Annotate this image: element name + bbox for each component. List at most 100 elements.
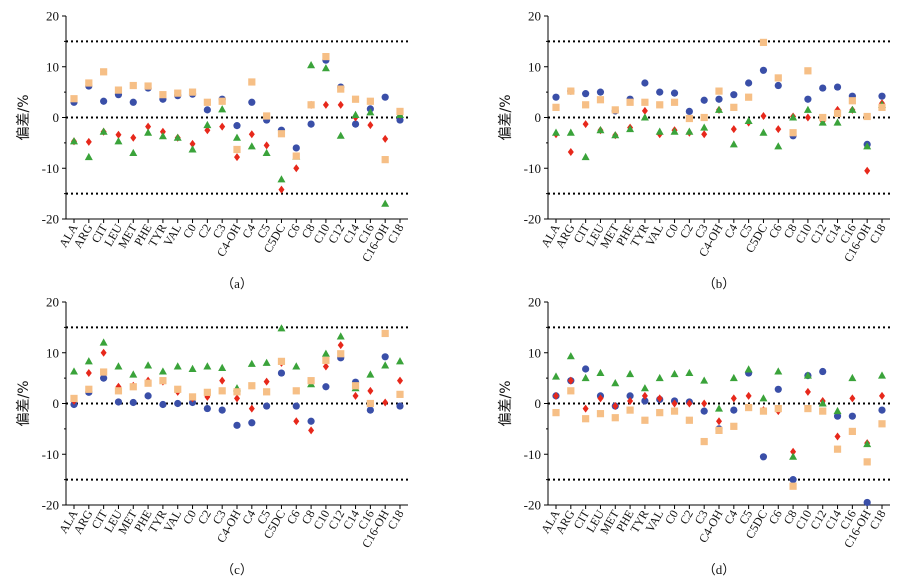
data-point-series-2 — [656, 394, 663, 403]
data-point-series-3 — [759, 394, 768, 402]
data-point-series-4 — [159, 91, 167, 99]
data-point-series-3 — [552, 372, 560, 380]
data-point-series-1 — [670, 89, 679, 97]
data-point-series-1 — [203, 404, 211, 413]
data-point-series-3 — [203, 120, 212, 129]
data-point-series-4 — [129, 383, 137, 391]
data-point-series-4 — [567, 87, 575, 95]
y-tick-label: -20 — [524, 212, 541, 227]
data-point-series-4 — [381, 329, 389, 338]
data-point-series-1 — [730, 91, 738, 99]
data-point-series-4 — [715, 87, 723, 95]
data-point-series-1 — [700, 407, 708, 415]
data-point-series-3 — [277, 324, 286, 332]
data-point-series-1 — [174, 399, 182, 408]
data-point-series-4 — [114, 86, 123, 94]
panel-caption: （a） — [221, 276, 253, 291]
data-point-series-3 — [670, 369, 679, 378]
chart-panel-b: -20-1001020偏差/%ALAARGCITLEUMETPHETYRVALC… — [498, 9, 890, 291]
data-point-series-4 — [218, 387, 226, 395]
data-point-series-3 — [144, 128, 153, 136]
data-point-series-3 — [552, 128, 560, 136]
data-point-series-2 — [337, 341, 344, 350]
x-tick-label: C4 — [721, 222, 740, 241]
data-point-series-4 — [174, 89, 182, 97]
y-tick-label: -10 — [524, 447, 541, 462]
data-point-series-2 — [701, 130, 708, 139]
data-point-series-2 — [760, 111, 767, 120]
data-point-series-1 — [863, 498, 871, 507]
data-point-series-3 — [351, 110, 360, 118]
data-point-series-1 — [626, 392, 634, 400]
data-point-series-2 — [159, 127, 166, 136]
data-point-series-3 — [99, 338, 108, 346]
data-point-series-4 — [848, 97, 856, 105]
x-tick-label: C8 — [781, 222, 800, 241]
y-tick-label: 0 — [535, 396, 542, 411]
x-tick-label: C2 — [677, 508, 696, 527]
data-point-series-1 — [292, 144, 300, 152]
data-point-series-3 — [218, 105, 227, 113]
data-point-series-4 — [233, 388, 241, 396]
data-point-series-2 — [582, 120, 589, 129]
y-axis-label: 偏差/% — [16, 94, 32, 140]
data-point-series-1 — [307, 120, 315, 128]
data-point-series-2 — [189, 139, 196, 148]
panel-caption: （c） — [221, 562, 253, 577]
data-point-series-2 — [641, 106, 648, 115]
data-point-series-3 — [158, 367, 167, 375]
data-point-series-3 — [307, 61, 316, 69]
data-point-series-2 — [293, 417, 300, 426]
data-point-series-3 — [685, 127, 694, 135]
data-point-series-3 — [878, 371, 886, 379]
data-point-series-4 — [774, 74, 782, 82]
data-point-series-4 — [833, 445, 842, 453]
data-point-series-4 — [656, 409, 664, 417]
x-tick-label: C8 — [781, 508, 800, 527]
data-point-series-3 — [321, 349, 330, 357]
data-point-series-4 — [670, 407, 679, 415]
data-point-series-4 — [656, 101, 664, 109]
data-point-series-4 — [611, 414, 619, 422]
data-point-series-2 — [308, 426, 315, 435]
data-point-series-3 — [566, 128, 575, 136]
data-point-series-1 — [263, 402, 271, 410]
data-point-series-3 — [848, 373, 857, 382]
data-point-series-4 — [337, 85, 345, 93]
data-point-series-3 — [700, 376, 709, 384]
data-point-series-2 — [382, 398, 389, 407]
data-point-series-1 — [351, 120, 360, 128]
data-point-series-4 — [700, 113, 708, 122]
data-point-series-3 — [611, 379, 620, 387]
x-tick-label: C5 — [254, 508, 273, 527]
data-point-series-3 — [581, 373, 590, 382]
data-point-series-4 — [248, 382, 256, 390]
data-point-series-4 — [596, 96, 605, 104]
data-point-series-3 — [262, 358, 271, 366]
data-point-series-1 — [819, 367, 827, 376]
data-point-series-3 — [114, 137, 123, 145]
data-point-series-1 — [366, 406, 374, 414]
data-point-series-2 — [790, 447, 797, 456]
x-tick-label: C4 — [239, 222, 258, 241]
y-axis-label: 偏差/% — [16, 380, 32, 426]
data-point-series-3 — [218, 363, 227, 371]
data-point-series-2 — [337, 100, 344, 109]
data-point-series-4 — [715, 426, 723, 434]
data-point-series-4 — [277, 130, 286, 138]
data-point-series-4 — [129, 81, 137, 90]
data-point-series-3 — [292, 362, 301, 370]
data-point-series-1 — [730, 406, 738, 414]
data-point-series-2 — [204, 126, 211, 135]
data-point-series-2 — [597, 394, 604, 403]
x-tick-label: C3 — [210, 222, 229, 241]
data-point-series-1 — [277, 369, 286, 377]
data-point-series-1 — [848, 412, 856, 420]
data-point-series-1 — [833, 412, 842, 420]
data-point-series-3 — [188, 145, 197, 153]
data-point-series-3 — [336, 131, 345, 139]
data-point-series-2 — [248, 404, 255, 413]
data-point-series-3 — [233, 133, 241, 141]
y-tick-label: 0 — [53, 110, 60, 125]
data-point-series-2 — [612, 402, 619, 411]
